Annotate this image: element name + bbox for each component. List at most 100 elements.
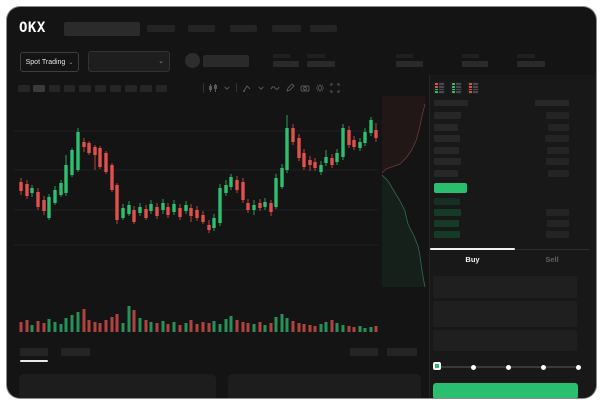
chevron-down-icon[interactable]: [223, 84, 231, 92]
ask-price-cell[interactable]: [434, 124, 458, 131]
icon-row: [452, 83, 462, 85]
depth-chart[interactable]: [378, 96, 428, 290]
market-type-selector[interactable]: Spot Trading ⌄: [20, 52, 79, 72]
stat-label-placeholder: [307, 54, 325, 58]
ask-price-cell[interactable]: [434, 158, 461, 165]
ask-amount-cell[interactable]: [545, 135, 569, 142]
order-input-field[interactable]: [433, 301, 577, 327]
timeframe-button[interactable]: [140, 85, 152, 92]
bottom-tab-active-underline: [20, 360, 48, 362]
search-input[interactable]: [64, 22, 140, 36]
ask-price-cell[interactable]: [434, 135, 460, 142]
nav-item-placeholder[interactable]: [272, 25, 301, 32]
market-type-label: Spot Trading: [25, 58, 66, 66]
bottom-panel: [19, 374, 216, 398]
timeframe-button[interactable]: [18, 85, 30, 92]
bid-price-cell[interactable]: [434, 209, 461, 216]
chevron-down-icon: ⌄: [158, 58, 164, 65]
stat-value-placeholder: [517, 61, 545, 67]
stat-label-placeholder: [273, 54, 290, 58]
toolbar-divider: [203, 83, 204, 93]
bottom-tab[interactable]: [61, 348, 90, 356]
timeframe-button[interactable]: [63, 85, 76, 92]
slider-step-dot[interactable]: [470, 364, 476, 370]
icon-row: [469, 91, 479, 93]
stat-value-placeholder: [307, 61, 335, 67]
nav-item-placeholder[interactable]: [230, 25, 257, 32]
draw-icon[interactable]: [285, 82, 295, 93]
icon-row: [435, 83, 445, 85]
slider-handle[interactable]: [433, 362, 441, 370]
bid-price-cell[interactable]: [434, 220, 459, 227]
line-style-icon[interactable]: [270, 83, 280, 93]
slider-step-dot[interactable]: [575, 364, 581, 370]
icon-row: [469, 88, 479, 91]
buy-submit-button[interactable]: [433, 383, 578, 398]
stat-value-placeholder: [396, 61, 423, 67]
active-tab-indicator: [430, 248, 515, 250]
ask-price-cell[interactable]: [434, 170, 458, 177]
tab-sell[interactable]: Sell: [545, 255, 559, 264]
bid-price-cell[interactable]: [434, 198, 460, 205]
fullscreen-icon[interactable]: [330, 83, 340, 93]
camera-icon[interactable]: [300, 83, 310, 93]
ask-amount-cell[interactable]: [546, 158, 569, 165]
ask-amount-cell[interactable]: [548, 170, 569, 177]
bottom-panel: [228, 374, 421, 398]
orderbook-amount-header: [535, 100, 569, 106]
orderbook-layout-bids-icon[interactable]: [450, 82, 462, 94]
ask-price-cell[interactable]: [434, 147, 459, 154]
indicators-icon[interactable]: [242, 83, 252, 93]
bid-amount-cell[interactable]: [546, 209, 569, 216]
timeframe-button[interactable]: [109, 85, 122, 92]
icon-row: [469, 85, 479, 88]
icon-row: [452, 85, 462, 88]
bid-price-cell[interactable]: [434, 231, 460, 238]
ask-amount-cell[interactable]: [546, 112, 569, 119]
settings-icon[interactable]: [315, 83, 325, 93]
tab-buy[interactable]: Buy: [465, 255, 480, 264]
timeframe-button[interactable]: [155, 85, 168, 92]
ask-price-cell[interactable]: [434, 112, 461, 119]
icon-row: [452, 88, 462, 91]
nav-item-placeholder[interactable]: [310, 25, 337, 32]
chart-toolbar-icons: [208, 81, 340, 94]
bid-amount-cell[interactable]: [547, 220, 569, 227]
slider-step-dot[interactable]: [505, 364, 511, 370]
candles-icon[interactable]: [208, 83, 218, 93]
bid-amount-cell[interactable]: [546, 231, 569, 238]
nav-item-placeholder[interactable]: [147, 25, 175, 32]
candlestick-chart[interactable]: [10, 90, 378, 335]
chevron-down-icon: ⌄: [68, 59, 74, 66]
stat-label-placeholder: [462, 54, 479, 58]
nav-item-placeholder[interactable]: [188, 25, 215, 32]
order-input-field[interactable]: [433, 276, 577, 298]
okx-app-window: OKX Spot Trading ⌄ ⌄: [7, 7, 596, 398]
slider-step-dot[interactable]: [540, 364, 546, 370]
icon-row: [435, 91, 445, 93]
pair-selector[interactable]: ⌄: [88, 51, 170, 72]
okx-logo: OKX: [19, 20, 46, 36]
stat-value-placeholder: [462, 61, 488, 67]
orderbook-layout-both-icon[interactable]: [433, 82, 445, 94]
timeframe-button[interactable]: [79, 85, 91, 92]
chevron-down-icon[interactable]: [257, 84, 265, 92]
orderbook-layout-asks-icon[interactable]: [467, 82, 479, 94]
timeframe-button[interactable]: [125, 85, 137, 92]
timeframe-button[interactable]: [48, 85, 61, 92]
timeframe-button[interactable]: [33, 85, 45, 92]
bottom-bar-action-placeholder[interactable]: [350, 348, 378, 356]
orderbook-price-header: [434, 100, 468, 106]
timeframe-button[interactable]: [94, 85, 106, 92]
icon-row: [469, 83, 479, 85]
coin-icon: [185, 53, 200, 68]
icon-row: [435, 88, 445, 91]
stat-label-placeholder: [517, 54, 535, 58]
ask-amount-cell[interactable]: [547, 147, 569, 154]
pair-name-placeholder: [203, 55, 249, 67]
bottom-bar-action-placeholder[interactable]: [387, 348, 417, 356]
ask-amount-cell[interactable]: [548, 124, 569, 131]
stat-label-placeholder: [396, 54, 413, 58]
bottom-tab[interactable]: [20, 348, 48, 356]
order-input-field[interactable]: [433, 330, 577, 351]
